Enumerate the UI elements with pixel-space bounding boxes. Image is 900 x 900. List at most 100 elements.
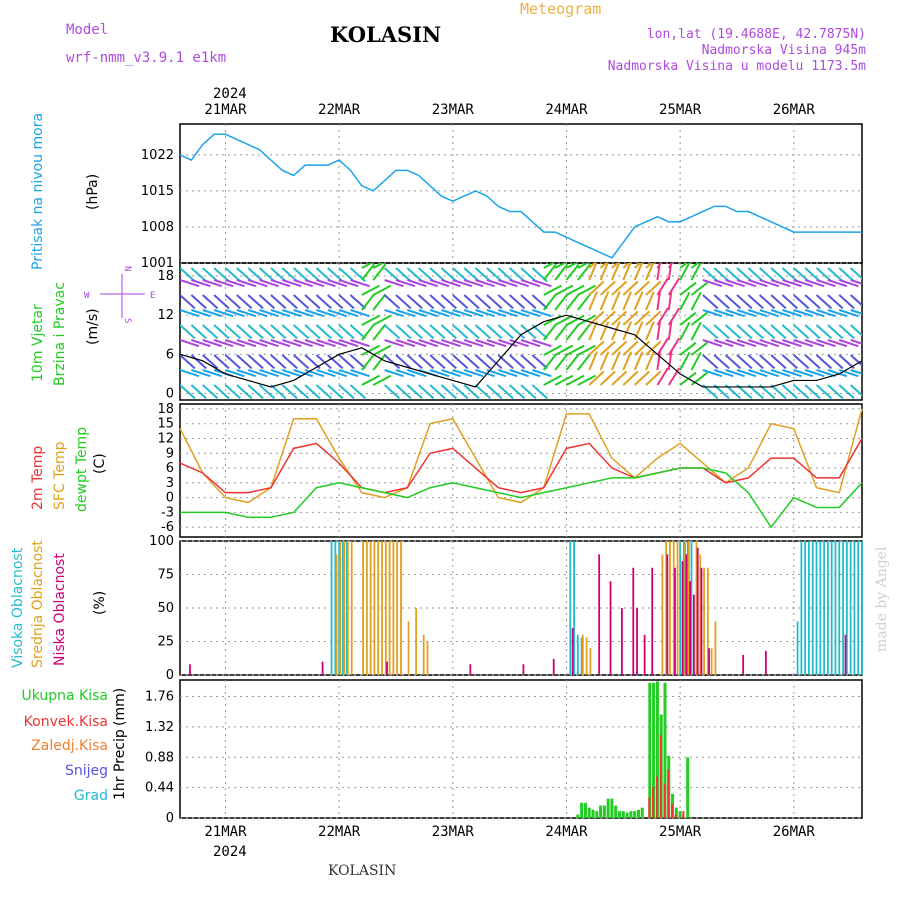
- wind-arrow: [770, 279, 791, 288]
- wind-arrow: [474, 294, 492, 310]
- wind-arrow: [554, 293, 569, 311]
- wind-arrow: [508, 324, 526, 340]
- wind-arrow: [702, 279, 723, 288]
- wind-arrow: [713, 324, 730, 340]
- wind-arrow: [463, 339, 484, 348]
- date-label-bottom: 21MAR: [204, 824, 247, 840]
- precip-bar: [652, 682, 656, 818]
- wind-arrow: [395, 294, 412, 310]
- wind-arrow: [645, 263, 653, 269]
- dewpt-ylabel: dewpt Temp: [74, 427, 90, 512]
- wind-arrow: [770, 369, 791, 378]
- precip-bar: [591, 809, 595, 818]
- wind-arrow: [679, 321, 691, 341]
- cloud-units: (%): [92, 591, 108, 615]
- wind-arrow: [304, 267, 321, 283]
- wind-arrow: [190, 294, 207, 310]
- wind-arrow: [236, 384, 253, 400]
- model-altitude-label: Nadmorska Visina u modelu 1173.5m: [608, 59, 866, 74]
- wind-arrow: [611, 310, 628, 326]
- precip-legend: Ukupna Kisa Konvek.Kisa Zaledj.Kisa Snij…: [21, 688, 108, 804]
- wind-arrow: [497, 324, 514, 340]
- wind-arrow: [474, 384, 492, 400]
- wind-arrow: [236, 324, 253, 340]
- wind-arrow: [247, 267, 264, 283]
- wind-arrow: [281, 279, 302, 288]
- wind-arrow: [520, 384, 537, 400]
- y-tick-label: 1.32: [145, 720, 174, 735]
- wind-arrow: [452, 309, 473, 318]
- wind-arrow: [304, 279, 325, 288]
- wind-arrow: [850, 279, 862, 285]
- wind-arrow: [236, 354, 253, 370]
- wind-arrow: [827, 309, 848, 318]
- wind-arrow: [861, 340, 862, 342]
- pressure-units: (hPa): [85, 174, 101, 210]
- wind-arrow: [736, 354, 753, 370]
- lonlat-label: lon,lat (19.4688E, 42.7875N): [647, 27, 866, 42]
- wind-arrow: [577, 263, 590, 269]
- wind-arrow: [441, 309, 461, 318]
- wind-arrow: [281, 309, 302, 318]
- wind-arrow: [224, 384, 241, 400]
- precip-bar: [595, 811, 599, 818]
- y-tick-label: 18: [157, 269, 174, 284]
- wind-arrow: [702, 339, 723, 348]
- wind-arrow: [759, 369, 780, 378]
- wind-arrow: [429, 309, 450, 318]
- wind-arrow: [190, 324, 207, 340]
- wind-arrow: [565, 323, 580, 341]
- wind-arrow: [418, 279, 439, 288]
- wind-arrow: [736, 339, 757, 348]
- wind-arrow: [315, 267, 332, 283]
- wind-arrow: [327, 309, 348, 318]
- wind-arrow: [259, 279, 279, 288]
- temp-units: (C): [92, 453, 108, 474]
- wind-arrow: [452, 354, 469, 370]
- y-tick-label: 6: [166, 347, 174, 362]
- date-label-bottom: 26MAR: [773, 824, 816, 840]
- wind-arrow: [599, 340, 616, 356]
- precip-bar: [648, 682, 652, 818]
- wind-arrow: [395, 267, 412, 283]
- legend-conv-rain: Konvek.Kisa: [24, 714, 108, 730]
- wind-arrow: [611, 263, 619, 269]
- compass-icon: W E N S: [84, 266, 155, 323]
- wind-arrow: [406, 324, 423, 340]
- wind-arrow: [293, 339, 313, 348]
- wind-arrow: [202, 267, 219, 283]
- wind-arrow: [475, 309, 495, 318]
- wind-arrow: [577, 263, 591, 281]
- wind-arrow: [804, 294, 821, 310]
- wind-arrow: [690, 351, 702, 371]
- wind-arrow: [850, 369, 862, 375]
- wind-arrow: [350, 339, 370, 348]
- wind-arrow: [804, 384, 821, 400]
- date-label-bottom: 23MAR: [432, 824, 475, 840]
- wind-arrow: [236, 294, 253, 310]
- precip-panel: [179, 679, 863, 819]
- wind-arrow: [259, 309, 279, 318]
- wind-arrow: [361, 353, 375, 371]
- precip-bar: [686, 757, 690, 818]
- precip-bar: [652, 786, 655, 818]
- compass-e: E: [150, 291, 155, 301]
- wind-arrow: [793, 267, 810, 283]
- wind-arrow: [622, 310, 639, 326]
- wind-arrow: [656, 290, 662, 311]
- wind-arrow: [497, 279, 518, 288]
- wind-arrow: [281, 294, 298, 310]
- wind-arrow: [508, 384, 526, 400]
- wind-arrow: [293, 309, 313, 318]
- wind-arrow: [850, 339, 862, 345]
- wind-arrow: [748, 369, 768, 378]
- wind-arrow: [679, 341, 697, 356]
- wind-arrow: [793, 354, 810, 370]
- wind-arrow: [292, 384, 310, 400]
- y-tick-label: 0: [166, 386, 174, 401]
- wind-arrow: [224, 267, 241, 283]
- wind-arrow: [782, 279, 802, 288]
- wind-arrow: [781, 267, 798, 283]
- wind-arrow: [452, 279, 473, 288]
- wind-arrow: [611, 291, 621, 311]
